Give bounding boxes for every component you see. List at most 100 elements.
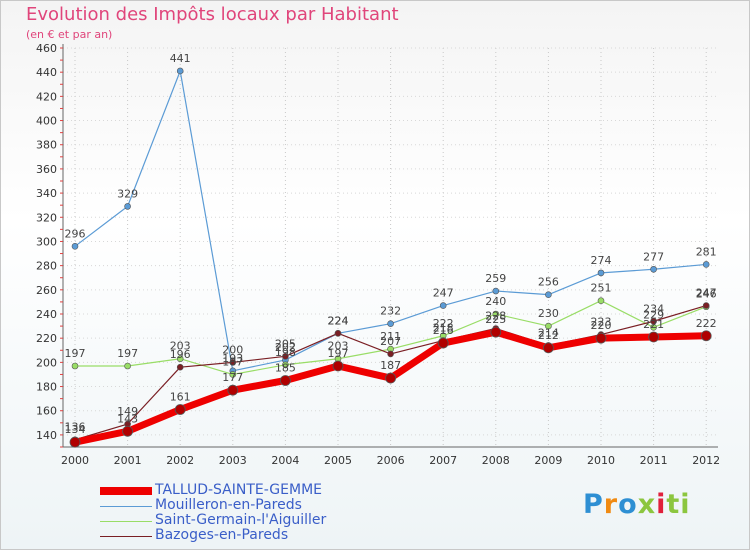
data-label: 232	[380, 305, 401, 318]
data-point	[334, 330, 342, 337]
legend-swatch	[100, 506, 152, 507]
data-label: 240	[485, 295, 506, 308]
data-point	[227, 384, 239, 396]
legend-label: TALLUD-SAINTE-GEMME	[155, 482, 323, 498]
data-point	[545, 322, 552, 330]
data-point	[385, 372, 397, 384]
data-point	[543, 342, 554, 354]
x-tick-label: 2004	[271, 454, 299, 467]
x-tick-label: 2002	[166, 454, 194, 467]
data-label: 329	[117, 187, 138, 200]
data-label: 200	[222, 343, 243, 356]
x-tick-label: 2005	[324, 454, 352, 467]
legend-label: Bazoges-en-Pareds	[155, 527, 289, 543]
x-tick-label: 2000	[61, 454, 89, 467]
legend-swatch	[100, 536, 152, 537]
data-point	[229, 371, 237, 378]
data-label: 202	[275, 341, 296, 354]
data-label: 205	[275, 337, 296, 350]
data-label: 216	[433, 324, 454, 337]
data-label: 197	[65, 347, 86, 360]
data-label: 185	[275, 362, 296, 375]
data-point	[490, 326, 502, 338]
data-point	[174, 404, 186, 415]
data-label: 203	[328, 340, 349, 353]
data-point	[597, 269, 605, 277]
data-label: 230	[538, 307, 559, 320]
y-tick-label: 340	[36, 187, 57, 200]
data-label: 143	[117, 412, 138, 425]
x-tick-label: 2003	[219, 454, 247, 467]
data-label: 220	[591, 319, 612, 332]
data-point	[124, 362, 131, 370]
data-label: 441	[170, 52, 191, 65]
data-label: 149	[117, 405, 138, 418]
data-point	[597, 297, 605, 305]
x-tick-label: 2008	[482, 454, 510, 467]
data-label: 214	[538, 326, 559, 339]
data-point	[176, 355, 184, 363]
data-point	[332, 360, 344, 372]
legend-label: Mouilleron-en-Pareds	[155, 497, 302, 513]
x-tick-label: 2001	[114, 454, 142, 467]
data-point	[439, 302, 447, 309]
y-tick-label: 380	[36, 139, 57, 152]
data-label: 256	[538, 276, 559, 289]
x-tick-label: 2012	[692, 454, 720, 467]
y-tick-label: 440	[36, 66, 57, 79]
data-label: 197	[117, 347, 138, 360]
data-point	[282, 353, 289, 360]
data-label: 211	[380, 330, 401, 343]
data-label: 277	[643, 250, 664, 263]
data-label: 177	[222, 371, 243, 384]
data-point	[650, 265, 657, 273]
data-label: 187	[222, 355, 243, 368]
data-label: 221	[643, 318, 664, 331]
data-label: 281	[696, 245, 717, 258]
data-label: 246	[696, 288, 717, 301]
data-point	[229, 359, 237, 366]
data-label: 296	[65, 227, 86, 240]
y-tick-label: 420	[36, 90, 57, 103]
y-tick-label: 240	[36, 308, 57, 321]
data-point	[595, 332, 607, 344]
data-label: 193	[222, 352, 243, 365]
line-chart: 140 160 180 200 220 240 260 280 300 320 340 360 380 4…	[36, 42, 720, 467]
y-tick-label: 140	[36, 429, 57, 442]
legend-swatch	[100, 521, 152, 522]
data-point	[176, 67, 184, 75]
data-label: 225	[485, 313, 506, 326]
data-label: 218	[433, 322, 454, 335]
data-point	[702, 261, 710, 268]
data-label: 197	[328, 347, 349, 360]
data-label: 259	[485, 272, 506, 285]
data-point	[648, 331, 659, 343]
data-label: 229	[643, 308, 664, 321]
data-point	[492, 287, 500, 295]
data-label: 234	[643, 302, 664, 315]
x-tick-label: 2009	[534, 454, 562, 467]
data-label: 207	[380, 335, 401, 348]
data-point	[702, 302, 710, 309]
data-point	[387, 320, 394, 327]
data-point	[279, 375, 291, 386]
data-point	[282, 361, 289, 369]
y-tick-label: 360	[36, 163, 57, 176]
legend-label: Saint-Germain-l'Aiguiller	[155, 512, 327, 528]
data-label: 222	[433, 317, 454, 330]
data-point	[71, 242, 79, 250]
data-label: 222	[696, 317, 717, 330]
y-tick-label: 400	[36, 115, 57, 128]
legend-swatch	[100, 487, 152, 495]
data-label: 228	[485, 310, 506, 323]
data-label: 247	[433, 287, 454, 300]
y-tick-label: 260	[36, 284, 57, 297]
proxiti-logo: Proxiti	[583, 489, 691, 520]
chart-subtitle: (en € et par an)	[26, 28, 113, 41]
y-tick-label: 320	[36, 211, 57, 224]
data-point	[437, 337, 449, 349]
data-point	[387, 350, 394, 358]
x-tick-label: 2006	[377, 454, 405, 467]
data-point	[700, 330, 712, 342]
